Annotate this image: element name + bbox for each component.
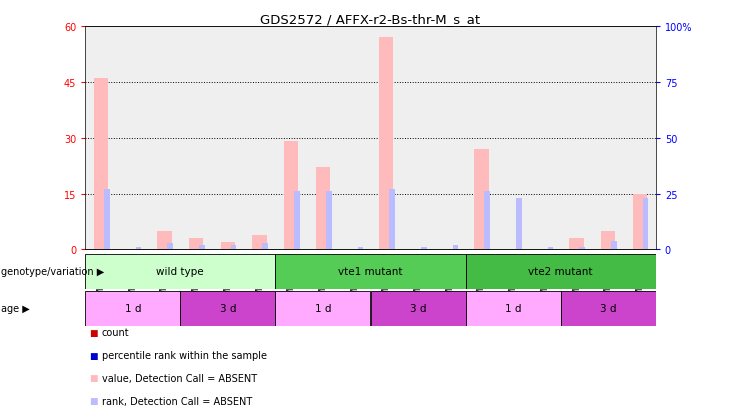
Bar (529, 27, 561, 250)
Bar (199, 245, 205, 250)
Bar (465, 291, 561, 326)
Bar (104, 190, 110, 250)
Bar (85, 291, 180, 326)
Bar (601, 231, 615, 250)
Bar (276, 27, 307, 250)
Bar (434, 27, 465, 250)
Bar (253, 235, 267, 250)
Text: count: count (102, 328, 129, 337)
Bar (294, 192, 300, 250)
Bar (592, 27, 624, 250)
Text: 1 d: 1 d (315, 304, 331, 314)
Bar (548, 248, 554, 250)
Bar (389, 190, 395, 250)
Bar (157, 231, 172, 250)
Text: genotype/variation ▶: genotype/variation ▶ (1, 266, 104, 277)
Text: ■: ■ (89, 328, 97, 337)
Text: ■: ■ (89, 351, 97, 360)
Bar (117, 27, 149, 250)
Bar (421, 248, 427, 250)
Bar (85, 27, 117, 250)
Text: vte1 mutant: vte1 mutant (338, 266, 403, 277)
Bar (180, 27, 212, 250)
Bar (370, 27, 402, 250)
Text: rank, Detection Call = ABSENT: rank, Detection Call = ABSENT (102, 396, 252, 406)
Bar (465, 254, 656, 289)
Bar (136, 248, 142, 250)
Bar (633, 194, 647, 250)
Bar (453, 245, 458, 250)
Bar (474, 150, 488, 250)
Bar (85, 254, 276, 289)
Bar (370, 291, 465, 326)
Bar (561, 291, 656, 326)
Text: percentile rank within the sample: percentile rank within the sample (102, 350, 267, 360)
Text: age ▶: age ▶ (1, 304, 30, 314)
Text: value, Detection Call = ABSENT: value, Detection Call = ABSENT (102, 373, 256, 383)
Bar (149, 27, 180, 250)
Text: 1 d: 1 d (124, 304, 141, 314)
Bar (357, 248, 363, 250)
Bar (244, 27, 276, 250)
Bar (94, 79, 108, 250)
Bar (189, 239, 203, 250)
Text: 3 d: 3 d (219, 304, 236, 314)
Bar (569, 239, 584, 250)
Bar (276, 254, 465, 289)
Text: vte2 mutant: vte2 mutant (528, 266, 593, 277)
Bar (221, 242, 235, 250)
Bar (230, 245, 236, 250)
Bar (307, 27, 339, 250)
Text: 3 d: 3 d (600, 304, 617, 314)
Bar (212, 27, 244, 250)
Bar (262, 243, 268, 250)
Bar (465, 27, 497, 250)
Bar (402, 27, 434, 250)
Bar (316, 168, 330, 250)
Text: 3 d: 3 d (410, 304, 426, 314)
Bar (326, 192, 331, 250)
Bar (485, 192, 490, 250)
Bar (497, 27, 529, 250)
Bar (579, 248, 585, 250)
Title: GDS2572 / AFFX-r2-Bs-thr-M_s_at: GDS2572 / AFFX-r2-Bs-thr-M_s_at (260, 13, 481, 26)
Bar (276, 291, 370, 326)
Bar (642, 199, 648, 250)
Bar (167, 243, 173, 250)
Text: 1 d: 1 d (505, 304, 522, 314)
Bar (180, 291, 276, 326)
Text: ■: ■ (89, 396, 97, 405)
Bar (339, 27, 370, 250)
Bar (561, 27, 592, 250)
Text: ■: ■ (89, 373, 97, 382)
Bar (379, 38, 393, 250)
Bar (516, 199, 522, 250)
Bar (284, 142, 299, 250)
Text: wild type: wild type (156, 266, 204, 277)
Bar (624, 27, 656, 250)
Bar (611, 241, 617, 250)
